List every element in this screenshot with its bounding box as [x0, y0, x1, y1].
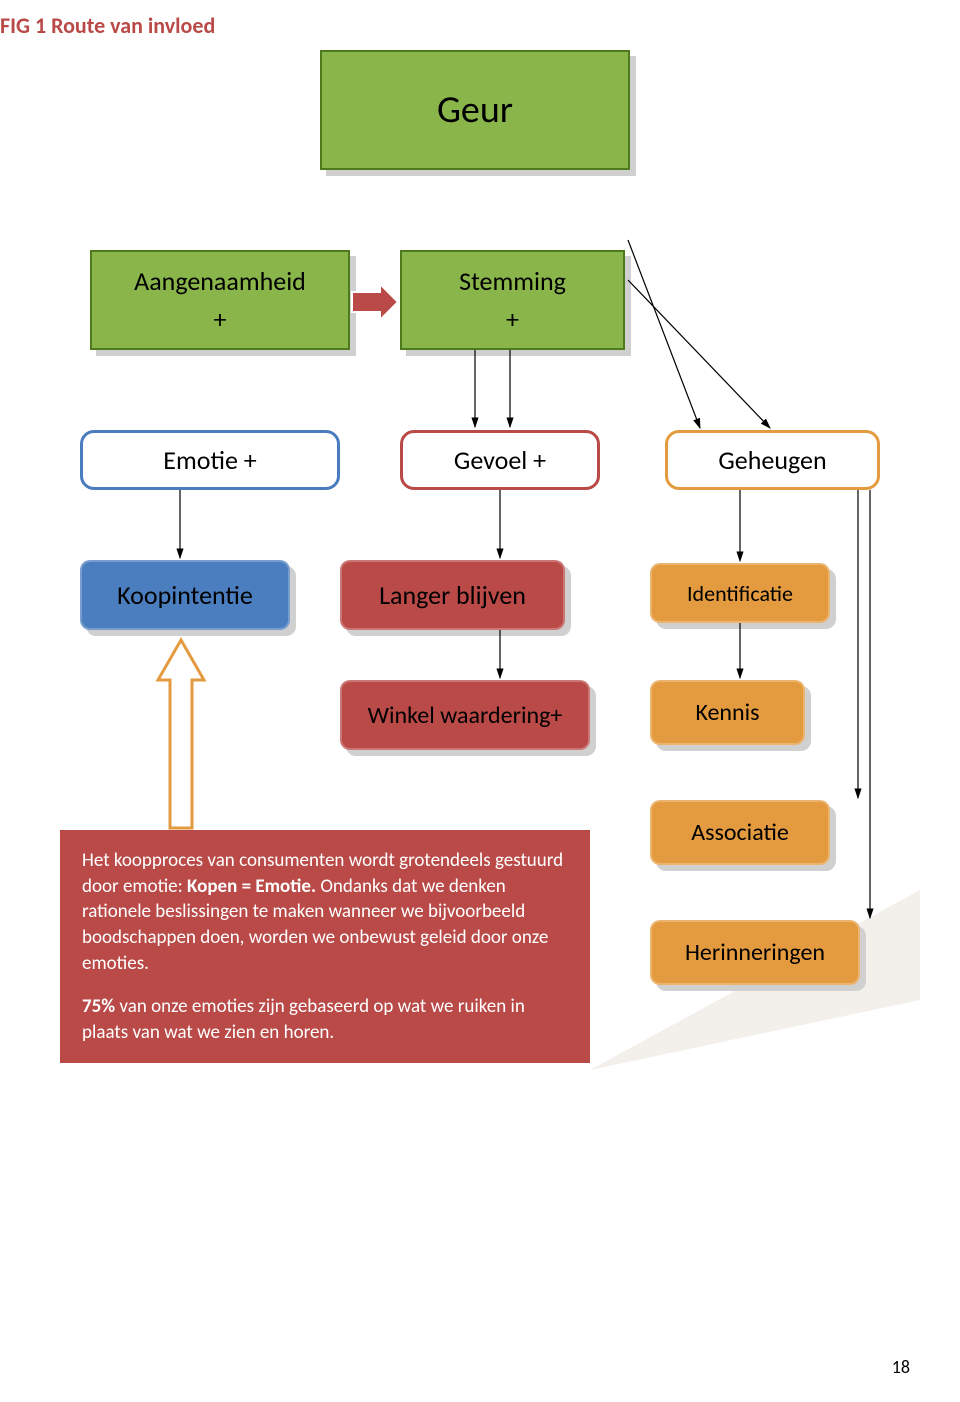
page-root: FIG 1 Route van invloed Geur Aangenaamhe… — [0, 0, 960, 1402]
page-number: 18 — [892, 1356, 910, 1378]
edges-layer — [0, 0, 960, 1402]
